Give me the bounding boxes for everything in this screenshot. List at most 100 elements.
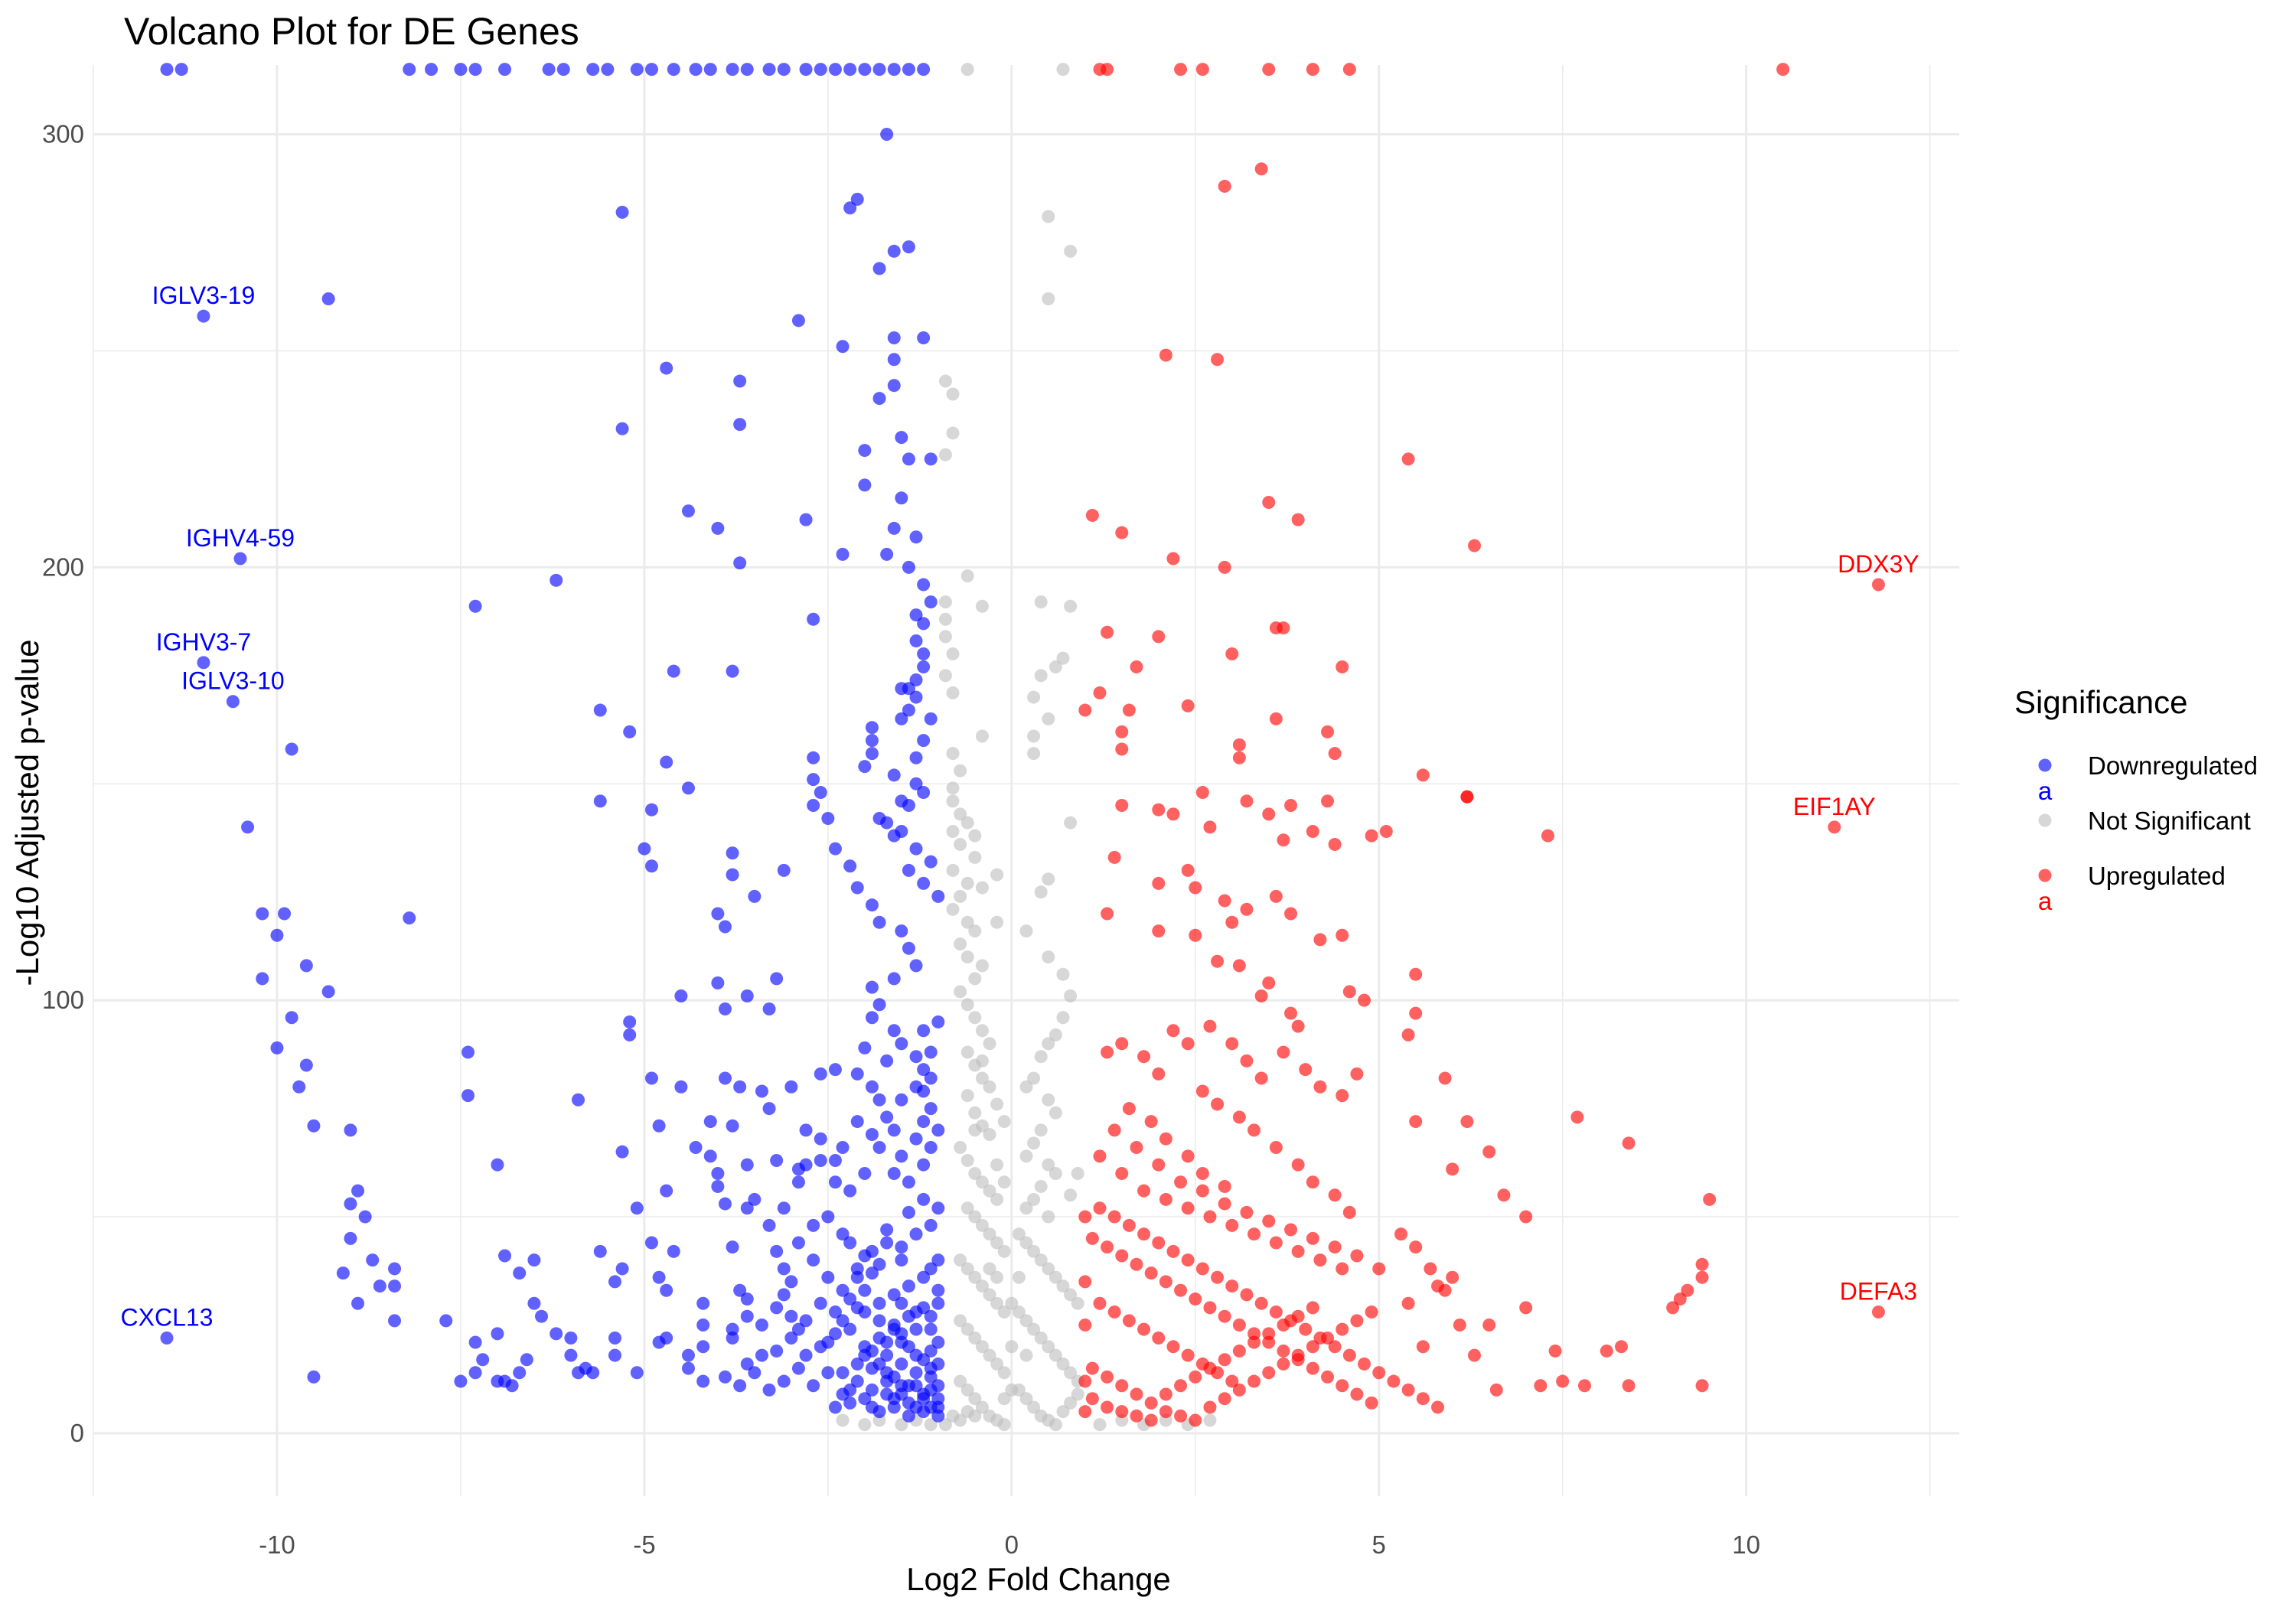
point-upregulated [1358,1357,1371,1371]
point-upregulated [1262,1327,1276,1341]
point-upregulated [1101,625,1114,639]
point-upregulated [1240,1205,1254,1219]
point-downregulated [821,1270,835,1284]
point-not-significant [946,426,960,440]
point-upregulated [1482,1319,1496,1332]
point-downregulated [696,1340,710,1354]
point-not-significant [1012,1305,1026,1319]
point-downregulated [917,1115,931,1129]
point-upregulated [1181,863,1195,877]
point-not-significant [990,1192,1004,1206]
point-upregulated [1277,1344,1290,1358]
point-downregulated [850,1262,864,1276]
point-downregulated [872,915,886,929]
point-downregulated [755,1319,768,1332]
point-downregulated [638,842,651,856]
point-downregulated [777,863,791,877]
point-not-significant [1042,1210,1055,1224]
point-downregulated [807,751,820,764]
point-downregulated [615,205,629,219]
point-upregulated [1269,889,1283,903]
point-upregulated [1336,1262,1349,1276]
point-downregulated [850,1374,864,1388]
point-upregulated [1254,1071,1268,1085]
point-downregulated [895,1037,908,1051]
gene-label: CXCL13 [121,1303,214,1331]
point-not-significant [946,794,960,808]
point-downregulated [703,1149,717,1163]
point-not-significant [997,1366,1011,1380]
point-upregulated [1152,924,1166,938]
point-downregulated [872,262,886,275]
point-downregulated [667,1244,680,1258]
point-downregulated [197,309,210,323]
point-not-significant [954,837,967,851]
point-not-significant [968,1011,982,1025]
point-not-significant [1056,1405,1070,1419]
point-downregulated [586,63,600,77]
point-downregulated [843,1292,857,1306]
gene-label: DDX3Y [1838,550,1919,578]
point-not-significant [1019,924,1033,938]
point-upregulated [1306,1231,1319,1245]
point-not-significant [983,1128,996,1142]
point-upregulated [1299,1063,1313,1077]
point-upregulated [1306,1175,1319,1189]
point-upregulated [1218,1353,1231,1367]
point-downregulated [909,751,923,764]
point-downregulated [843,859,857,873]
point-not-significant [960,816,974,830]
point-not-significant [990,1357,1004,1371]
point-downregulated [917,1024,931,1038]
point-not-significant [975,1340,989,1354]
point-upregulated [1240,1054,1254,1068]
point-downregulated [858,1041,872,1054]
point-downregulated [814,1067,827,1081]
point-upregulated [1078,1210,1092,1224]
point-not-significant [975,599,989,613]
point-downregulated [256,972,269,986]
point-not-significant [968,1166,982,1180]
point-not-significant [1027,1071,1041,1085]
point-upregulated [1152,1331,1166,1345]
point-upregulated [1232,738,1246,751]
point-not-significant [946,387,960,401]
point-downregulated [836,1141,850,1155]
point-downregulated [924,1102,938,1116]
point-not-significant [1042,292,1055,306]
point-not-significant [954,985,967,999]
point-not-significant [1056,1011,1070,1025]
point-downregulated [865,898,879,912]
point-not-significant [960,63,974,77]
point-upregulated [1401,1028,1415,1041]
point-downregulated [696,1296,710,1310]
point-downregulated [917,331,931,344]
point-upregulated [1137,1050,1151,1064]
point-upregulated [1115,526,1129,539]
point-upregulated [1269,1236,1283,1250]
point-not-significant [1042,210,1055,223]
data-points [160,63,1885,1432]
x-tick-label: 10 [1732,1530,1760,1559]
point-upregulated [1277,1045,1290,1059]
point-not-significant [1042,872,1055,886]
point-not-significant [954,807,967,821]
point-upregulated [1548,1344,1562,1358]
point-upregulated [1622,1379,1636,1393]
point-downregulated [770,1153,784,1167]
point-downregulated [461,1089,475,1103]
point-downregulated [498,1374,512,1388]
point-downregulated [895,431,908,445]
point-upregulated [1321,1370,1335,1384]
point-upregulated [1254,1296,1268,1310]
point-downregulated [924,1262,938,1276]
point-downregulated [652,1119,666,1133]
point-upregulated [1144,1115,1158,1129]
point-downregulated [902,703,915,717]
point-downregulated [887,829,901,843]
point-not-significant [1071,1296,1084,1310]
point-upregulated [1828,820,1841,834]
point-downregulated [909,634,923,648]
point-downregulated [865,1080,879,1094]
